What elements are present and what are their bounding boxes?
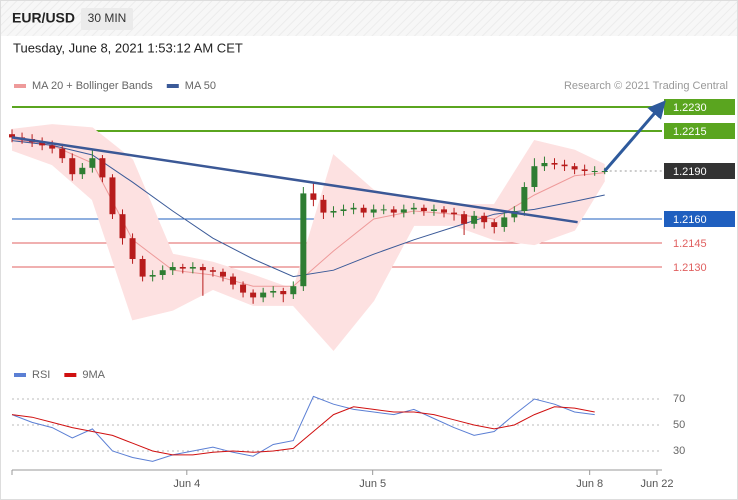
candle-body xyxy=(260,292,267,298)
forecast-arrow xyxy=(603,100,666,172)
legend-swatch xyxy=(64,373,77,377)
y-tick-label: 50 xyxy=(673,419,685,431)
candle-body xyxy=(240,284,247,293)
candle-body xyxy=(119,214,126,239)
candle-body xyxy=(310,193,317,200)
candle-body xyxy=(320,199,327,213)
candle-body xyxy=(541,163,548,167)
trendline xyxy=(11,136,578,224)
legend-swatch xyxy=(14,84,26,88)
candle-body xyxy=(440,209,447,213)
candle-body xyxy=(59,148,66,159)
candle-body xyxy=(601,171,608,172)
level-label: 1.2215 xyxy=(673,126,707,138)
candle-body xyxy=(511,211,518,218)
candle-body xyxy=(250,292,257,298)
candle-body xyxy=(230,276,237,285)
candle-body xyxy=(370,209,377,213)
candle-body xyxy=(561,164,568,167)
candle-body xyxy=(531,166,538,187)
candle-body xyxy=(179,267,186,269)
datetime: Tuesday, June 8, 2021 1:53:12 AM CET xyxy=(13,40,243,55)
candle-body xyxy=(330,211,337,213)
candle-body xyxy=(471,215,478,224)
candle-body xyxy=(451,212,458,215)
candle-body xyxy=(169,267,176,271)
candle-body xyxy=(300,193,307,287)
candle-body xyxy=(340,209,347,211)
candle-body xyxy=(99,158,106,178)
candle-body xyxy=(430,209,437,211)
candle-body xyxy=(69,158,76,175)
level-label-box xyxy=(664,99,735,115)
level-label: 1.2230 xyxy=(673,102,707,114)
candle-body xyxy=(380,209,387,211)
candle-body xyxy=(39,142,46,146)
candle-body xyxy=(400,209,407,213)
legend-swatch xyxy=(14,373,26,377)
candle-body xyxy=(219,271,226,277)
candle-body xyxy=(591,171,598,172)
candle-body xyxy=(581,169,588,171)
x-tick-label: Jun 5 xyxy=(359,478,386,490)
candle-body xyxy=(350,207,357,210)
legend-label: RSI xyxy=(32,369,50,381)
candle-body xyxy=(159,270,166,275)
level-label-box xyxy=(664,163,735,179)
legend-label: MA 20 + Bollinger Bands xyxy=(32,80,153,92)
candle-body xyxy=(89,158,96,168)
interval: 30 MIN xyxy=(88,11,127,25)
candle-body xyxy=(139,259,146,277)
level-label: 1.2190 xyxy=(673,166,707,178)
level-label: 1.2130 xyxy=(673,262,707,274)
candle-body xyxy=(501,217,508,227)
candle-body xyxy=(571,166,578,170)
indicator-line xyxy=(11,406,595,456)
candle-body xyxy=(491,222,498,227)
bollinger-upper xyxy=(11,124,605,291)
candle-body xyxy=(49,145,56,149)
candle-body xyxy=(79,167,86,175)
candle-body xyxy=(9,134,15,138)
candle-body xyxy=(270,291,277,293)
x-tick-label: Jun 8 xyxy=(576,478,603,490)
level-label: 1.2145 xyxy=(673,238,707,250)
candle-body xyxy=(461,214,468,224)
candle-body xyxy=(199,267,206,271)
candle-body xyxy=(129,238,136,259)
candle-body xyxy=(149,275,156,277)
candle-body xyxy=(481,215,488,223)
candle-body xyxy=(209,270,216,272)
x-tick-label: Jun 4 xyxy=(173,478,200,490)
y-tick-label: 70 xyxy=(673,393,685,405)
level-label-box xyxy=(664,211,735,227)
candle-body xyxy=(410,207,417,210)
x-tick-label: Jun 22 xyxy=(640,478,673,490)
candle-body xyxy=(360,207,367,213)
bollinger-lower xyxy=(11,149,606,351)
candle-body xyxy=(390,209,397,213)
candle-body xyxy=(420,207,427,211)
candle-body xyxy=(290,286,297,295)
candle-body xyxy=(280,291,287,295)
interval-badge xyxy=(81,8,133,30)
candle-body xyxy=(551,163,558,165)
candle-body xyxy=(521,187,528,211)
legend-label: MA 50 xyxy=(185,80,216,92)
credit: Research © 2021 Trading Central xyxy=(564,80,728,92)
candle-body xyxy=(189,267,196,269)
candle-body xyxy=(109,177,116,215)
legend-label: 9MA xyxy=(82,369,105,381)
legend-swatch xyxy=(166,84,179,88)
level-label-box xyxy=(664,123,735,139)
y-tick-label: 30 xyxy=(673,445,685,457)
bollinger-fill xyxy=(12,124,605,351)
level-label: 1.2160 xyxy=(673,214,707,226)
symbol: EUR/USD xyxy=(12,10,75,26)
